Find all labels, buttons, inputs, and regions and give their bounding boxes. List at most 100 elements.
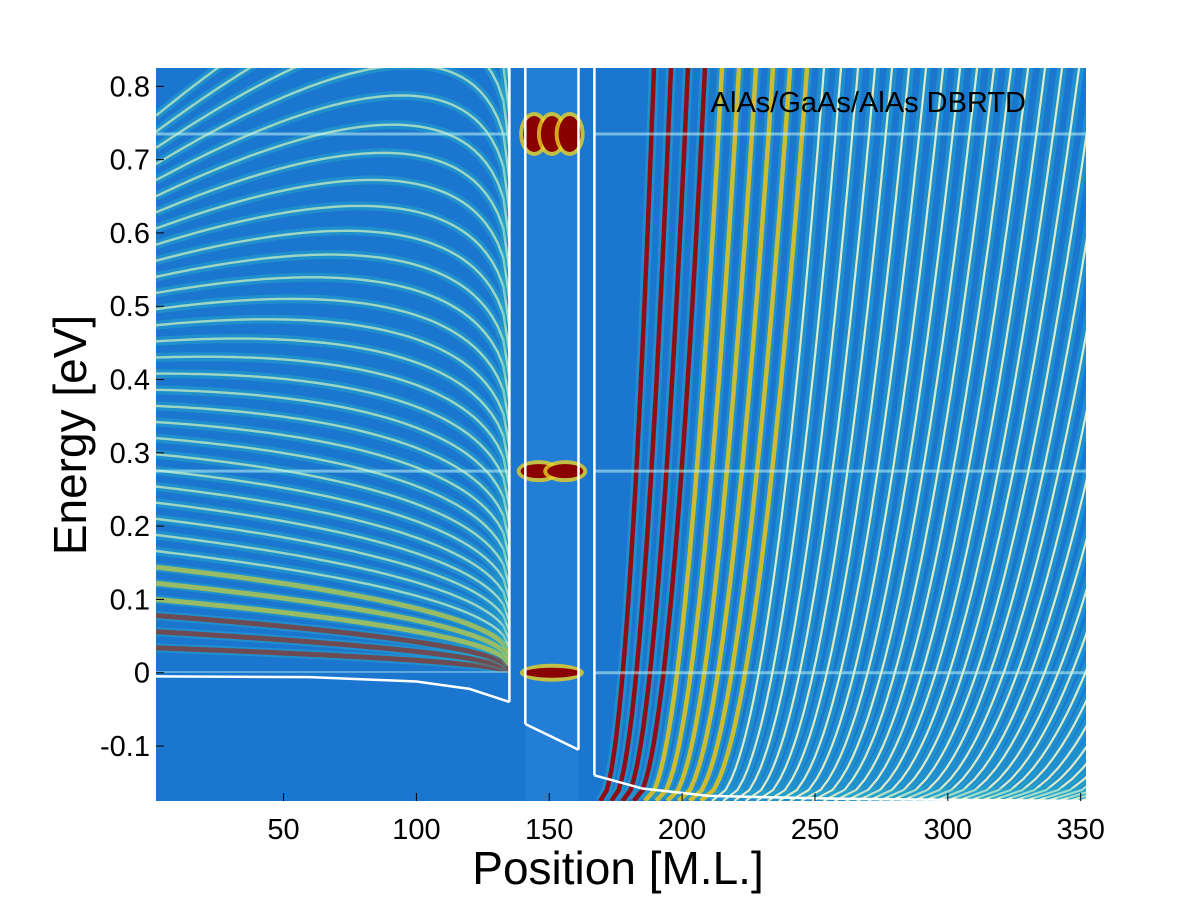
fringe-left <box>156 453 511 587</box>
fringe-left <box>156 68 511 149</box>
fringe-left <box>156 533 511 641</box>
fringe-left-glow <box>156 250 514 378</box>
well-bottom <box>524 722 580 751</box>
fringe-left-glow <box>156 417 514 559</box>
fringe-left-glow <box>156 594 513 668</box>
fringe-left-glow <box>156 68 514 120</box>
y-tick-label: 0.1 <box>110 584 150 616</box>
fringe-left-glow <box>156 226 514 353</box>
y-tick-label: 0.8 <box>110 71 150 103</box>
fringe-left <box>156 253 511 378</box>
fringe-right <box>1068 794 1086 801</box>
fringe-left-glow <box>156 90 514 212</box>
fringe-left <box>156 596 512 667</box>
fringe-left <box>156 629 511 673</box>
fringe-left <box>156 94 511 212</box>
fringe-left-glow <box>156 68 514 181</box>
fringe-left-glow <box>156 643 512 677</box>
fringe-left <box>156 613 512 670</box>
x-tick-label: 150 <box>525 814 573 846</box>
fringe-left <box>156 297 511 425</box>
x-tick-label: 300 <box>924 814 972 846</box>
fringe-left <box>156 517 511 632</box>
left-bandgap-region <box>156 672 510 801</box>
interference-fringes <box>156 68 1086 801</box>
well-core <box>525 68 579 801</box>
chart-title: AlAs/GaAs/AlAs DBRTD <box>711 87 1026 119</box>
x-tick-label: 350 <box>1056 814 1104 846</box>
resonance-blob <box>558 115 581 152</box>
fringe-left <box>156 564 512 656</box>
fringe-left-glow <box>156 175 514 300</box>
y-tick-label: 0.3 <box>110 438 150 470</box>
y-tick-label: 0.6 <box>110 218 150 250</box>
fringe-left-glow <box>156 514 514 633</box>
y-tick-label: 0.5 <box>110 291 150 323</box>
fringe-left-glow <box>156 148 514 272</box>
band-edge-left <box>156 675 510 704</box>
fringe-left <box>156 645 511 675</box>
y-tick-label: 0 <box>134 658 150 690</box>
fringe-left-glow <box>156 627 513 675</box>
fringe-left <box>156 68 511 133</box>
band-edge-right <box>594 774 1086 801</box>
fringe-left-glow <box>156 68 514 152</box>
fringe-left <box>156 229 511 353</box>
fringe-left-glow <box>156 482 514 612</box>
fringe-left <box>156 178 511 299</box>
x-axis-label: Position [M.L.] <box>472 842 763 894</box>
y-axis-label: Energy [eV] <box>44 315 96 555</box>
fringe-left-glow <box>156 611 513 672</box>
fringe-right-glow <box>1078 794 1086 801</box>
fringe-left <box>156 337 511 468</box>
x-tick-label: 50 <box>267 814 299 846</box>
fringe-left <box>156 469 511 600</box>
y-axis-ticks: -0.1 0 0.1 0.2 0.3 0.4 0.5 0.6 0.7 0.8 <box>100 71 164 763</box>
fringe-left-glow <box>156 498 514 623</box>
fringe-left-glow <box>156 314 514 448</box>
fringe-left-glow <box>156 433 514 574</box>
fringe-left <box>156 501 511 622</box>
fringe-left <box>156 404 511 542</box>
resonance-states <box>516 111 588 682</box>
fringe-left-glow <box>156 369 514 508</box>
resonance-blob <box>523 667 580 678</box>
fringe-left-glow <box>156 546 514 650</box>
fringe-left <box>156 372 511 507</box>
fringe-left-glow <box>156 201 514 327</box>
x-tick-label: 200 <box>658 814 706 846</box>
fringe-left-glow <box>156 530 514 642</box>
fringe-left <box>156 388 511 525</box>
fringe-left <box>156 549 511 649</box>
fringe-left <box>156 485 511 611</box>
fringe-left-glow <box>156 465 514 601</box>
fringe-left-glow <box>156 385 514 526</box>
y-tick-label: 0.2 <box>110 511 150 543</box>
fringe-left-glow <box>156 578 514 663</box>
fringe-left-glow <box>156 352 514 489</box>
fringe-left <box>156 151 511 271</box>
fringe-right <box>1079 798 1086 801</box>
fringe-left <box>156 68 511 180</box>
fringe-left <box>156 318 511 447</box>
x-tick-label: 100 <box>392 814 440 846</box>
fringe-left <box>156 420 511 558</box>
y-tick-label: 0.4 <box>110 365 150 397</box>
y-tick-label: 0.7 <box>110 145 150 177</box>
band-structure-lines <box>156 68 1086 801</box>
plot-area <box>156 68 1086 801</box>
fringe-left-glow <box>156 294 514 426</box>
x-tick-label: 250 <box>791 814 839 846</box>
fringe-left-glow <box>156 449 514 588</box>
fringe-left <box>156 437 511 573</box>
fringe-left <box>156 204 511 327</box>
fringe-left-glow <box>156 334 514 469</box>
fringe-left <box>156 276 511 402</box>
fringe-left-glow <box>156 562 514 657</box>
x-axis-ticks: 50 100 150 200 250 300 350 <box>267 793 1105 846</box>
fringe-left-glow <box>156 401 514 543</box>
fringe-left-glow <box>156 68 514 136</box>
fringe-left <box>156 68 511 117</box>
fringe-left <box>156 580 512 662</box>
